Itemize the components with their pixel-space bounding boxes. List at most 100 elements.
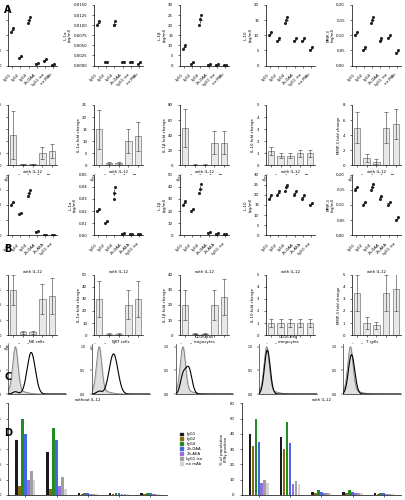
Bar — [354, 293, 360, 335]
Bar — [317, 490, 320, 495]
Bar — [363, 323, 370, 335]
Bar — [360, 494, 363, 495]
Bar — [135, 299, 141, 335]
Bar — [27, 480, 30, 495]
Bar — [83, 494, 86, 495]
Y-axis label: IL-1β fold change: IL-1β fold change — [163, 118, 166, 152]
Bar — [295, 481, 297, 495]
Text: A: A — [4, 5, 12, 15]
Text: B: B — [4, 244, 11, 254]
Title: without IL-12: without IL-12 — [75, 398, 100, 402]
Bar — [127, 494, 129, 495]
Bar — [143, 494, 146, 495]
Bar — [30, 332, 36, 335]
Bar — [287, 323, 294, 335]
Y-axis label: IL-1β
(pg/ml): IL-1β (pg/ml) — [158, 198, 166, 212]
Y-axis label: IL-1α
(pg/ml): IL-1α (pg/ml) — [68, 198, 77, 212]
Bar — [21, 418, 23, 495]
Text: C: C — [4, 372, 11, 382]
Y-axis label: IL-10 fold change: IL-10 fold change — [251, 118, 255, 152]
Bar — [373, 162, 379, 166]
Bar — [307, 323, 313, 335]
Bar — [92, 494, 95, 495]
Bar — [52, 428, 55, 495]
Bar — [345, 494, 348, 495]
Bar — [266, 483, 269, 495]
Title: CD16-neg
monocytes: CD16-neg monocytes — [277, 336, 299, 344]
Bar — [357, 494, 360, 495]
Title: with IL-12: with IL-12 — [23, 270, 42, 274]
Bar — [221, 142, 227, 166]
Y-axis label: MMP-3
(ng/ml): MMP-3 (ng/ml) — [326, 198, 335, 212]
Bar — [30, 470, 32, 495]
Bar — [109, 494, 111, 495]
Bar — [155, 494, 158, 495]
Bar — [55, 440, 58, 495]
Bar — [263, 480, 266, 495]
Bar — [118, 494, 120, 495]
Bar — [377, 494, 379, 495]
Bar — [386, 494, 388, 495]
Bar — [277, 323, 284, 335]
Bar — [388, 494, 391, 495]
Bar — [283, 449, 286, 495]
Bar — [49, 151, 55, 166]
Y-axis label: IL-1β fold change: IL-1β fold change — [163, 288, 166, 322]
Bar — [393, 124, 399, 166]
Bar — [39, 154, 46, 166]
Bar — [354, 128, 360, 166]
Text: D: D — [4, 428, 12, 438]
Y-axis label: IL-1β
(pg/ml): IL-1β (pg/ml) — [158, 28, 166, 42]
Bar — [320, 492, 323, 495]
Bar — [268, 323, 274, 335]
Title: with IL-12: with IL-12 — [281, 270, 300, 274]
Bar — [323, 494, 326, 495]
Bar — [211, 305, 217, 335]
Y-axis label: MMP-3
(ng/ml): MMP-3 (ng/ml) — [326, 28, 335, 42]
Title: with IL-12: with IL-12 — [367, 270, 386, 274]
Bar — [329, 494, 332, 495]
Y-axis label: MMP-3 fold change: MMP-3 fold change — [337, 116, 341, 154]
Bar — [115, 494, 117, 495]
Bar — [383, 128, 390, 166]
Bar — [77, 494, 80, 495]
Title: T cells: T cells — [366, 340, 378, 344]
Bar — [326, 494, 328, 495]
Y-axis label: IL-1α fold change: IL-1α fold change — [77, 288, 81, 322]
Title: CD16-pos
monocytes: CD16-pos monocytes — [194, 336, 215, 344]
Bar — [260, 483, 263, 495]
Bar — [158, 494, 160, 495]
Bar — [311, 492, 314, 495]
Bar — [314, 494, 317, 495]
Bar — [379, 494, 382, 495]
Bar — [19, 332, 26, 335]
Bar — [382, 494, 385, 495]
Bar — [192, 334, 198, 335]
Bar — [393, 289, 399, 335]
Bar — [391, 494, 394, 495]
Bar — [19, 164, 26, 166]
Bar — [149, 494, 151, 495]
Bar — [49, 489, 52, 495]
Bar — [221, 298, 227, 335]
Bar — [115, 163, 122, 166]
Bar — [30, 164, 36, 166]
Title: with IL-12: with IL-12 — [195, 270, 214, 274]
Bar — [268, 151, 274, 166]
Bar — [254, 418, 257, 495]
Y-axis label: IL-1α fold change: IL-1α fold change — [77, 118, 81, 152]
Title: with IL-12: with IL-12 — [23, 170, 42, 174]
Bar — [146, 494, 149, 495]
Bar — [297, 154, 303, 166]
Bar — [46, 452, 49, 495]
Y-axis label: IL-1α
(pg/ml): IL-1α (pg/ml) — [63, 28, 72, 42]
Y-axis label: MMP-3 fold change: MMP-3 fold change — [337, 286, 341, 324]
Bar — [124, 494, 126, 495]
Bar — [373, 326, 379, 335]
Bar — [307, 154, 313, 166]
Y-axis label: % of population
IFNγ positive: % of population IFNγ positive — [220, 434, 228, 465]
Bar — [58, 486, 61, 495]
Bar — [10, 135, 16, 166]
Bar — [115, 334, 122, 335]
Bar — [106, 334, 112, 335]
